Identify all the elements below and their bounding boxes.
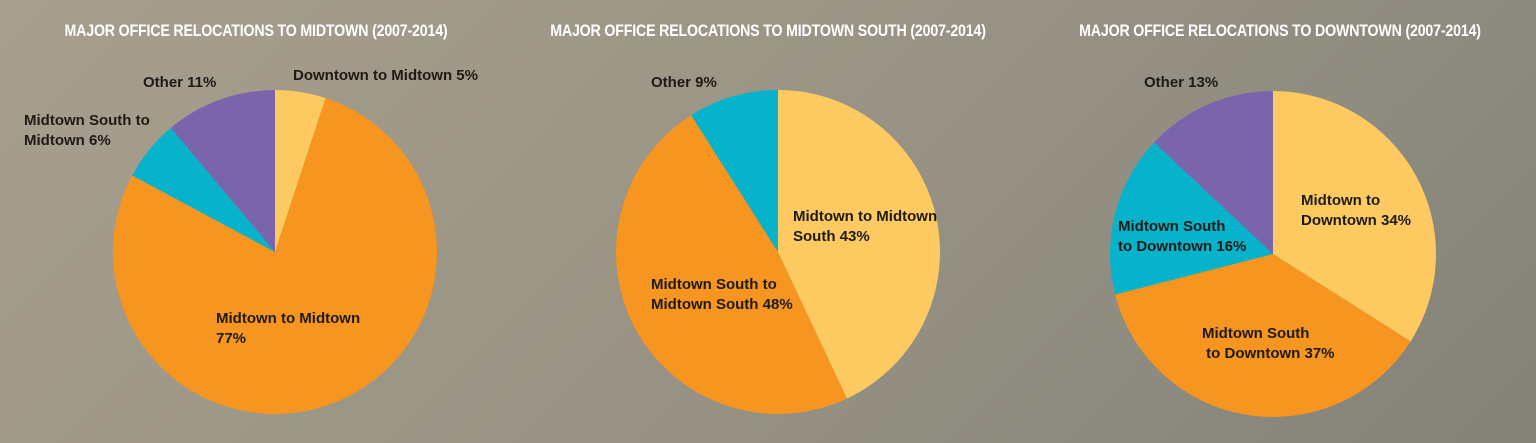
- pie-slice-other-13: [1154, 91, 1273, 254]
- pie-slice-midtown-south-to-downtown-37: [1115, 254, 1411, 418]
- slice-label-midtown-south-to-downtown-37: Midtown South to Downtown 37%: [1202, 325, 1335, 362]
- slice-label-midtown-to-midtown-south-43: Midtown to Midtown South 43%: [793, 208, 937, 245]
- pie-slice-other-9: [691, 90, 778, 252]
- slice-label-midtown-to-downtown-34: Midtown to Downtown 34%: [1301, 192, 1411, 229]
- pie-slice-midtown-to-midtown-south-43: [778, 90, 940, 399]
- pie-slice-midtown-south-to-downtown-16: [1109, 142, 1273, 295]
- slice-label-other-11: Other 11%: [143, 74, 216, 91]
- slice-label-midtown-south-to-downtown-16: Midtown South to Downtown 16%: [1118, 218, 1246, 255]
- slice-label-midtown-south-to-midtown-south-48: Midtown South to Midtown South 48%: [651, 276, 793, 313]
- pie-slice-midtown-to-midtown-77: [112, 98, 437, 414]
- pie-slice-midtown-south-to-midtown-6: [132, 127, 275, 252]
- chart-title: MAJOR OFFICE RELOCATIONS TO MIDTOWN SOUT…: [550, 22, 986, 40]
- chart-title: MAJOR OFFICE RELOCATIONS TO DOWNTOWN (20…: [1079, 22, 1481, 40]
- slice-label-midtown-south-to-midtown-6: Midtown South to Midtown 6%: [24, 112, 150, 149]
- pie-slice-midtown-to-downtown-34: [1273, 91, 1437, 342]
- slice-label-midtown-to-midtown-77: Midtown to Midtown 77%: [216, 310, 360, 347]
- pie-slice-other-11: [170, 90, 275, 252]
- pie-chart-midtown: MAJOR OFFICE RELOCATIONS TO MIDTOWN (200…: [0, 0, 512, 443]
- slice-label-downtown-to-midtown-5: Downtown to Midtown 5%: [293, 67, 478, 84]
- slice-label-other-9: Other 9%: [651, 74, 717, 91]
- slice-label-other-13: Other 13%: [1144, 74, 1218, 91]
- pie-svg: Midtown to Midtown South 43%Midtown South…: [616, 74, 940, 414]
- chart-title: MAJOR OFFICE RELOCATIONS TO MIDTOWN (200…: [64, 22, 448, 40]
- pie-chart-downtown: MAJOR OFFICE RELOCATIONS TO DOWNTOWN (20…: [1024, 0, 1536, 443]
- pie-svg: Midtown to Downtown 34% Midtown South to D…: [1109, 74, 1437, 418]
- pie-slice-downtown-to-midtown-5: [275, 90, 326, 252]
- pie-chart-midtown-south: MAJOR OFFICE RELOCATIONS TO MIDTOWN SOUT…: [512, 0, 1024, 443]
- pie-slice-midtown-south-to-midtown-south-48: [616, 115, 847, 414]
- pie-svg: Downtown to Midtown 5% Midtown to Midtown…: [24, 67, 478, 414]
